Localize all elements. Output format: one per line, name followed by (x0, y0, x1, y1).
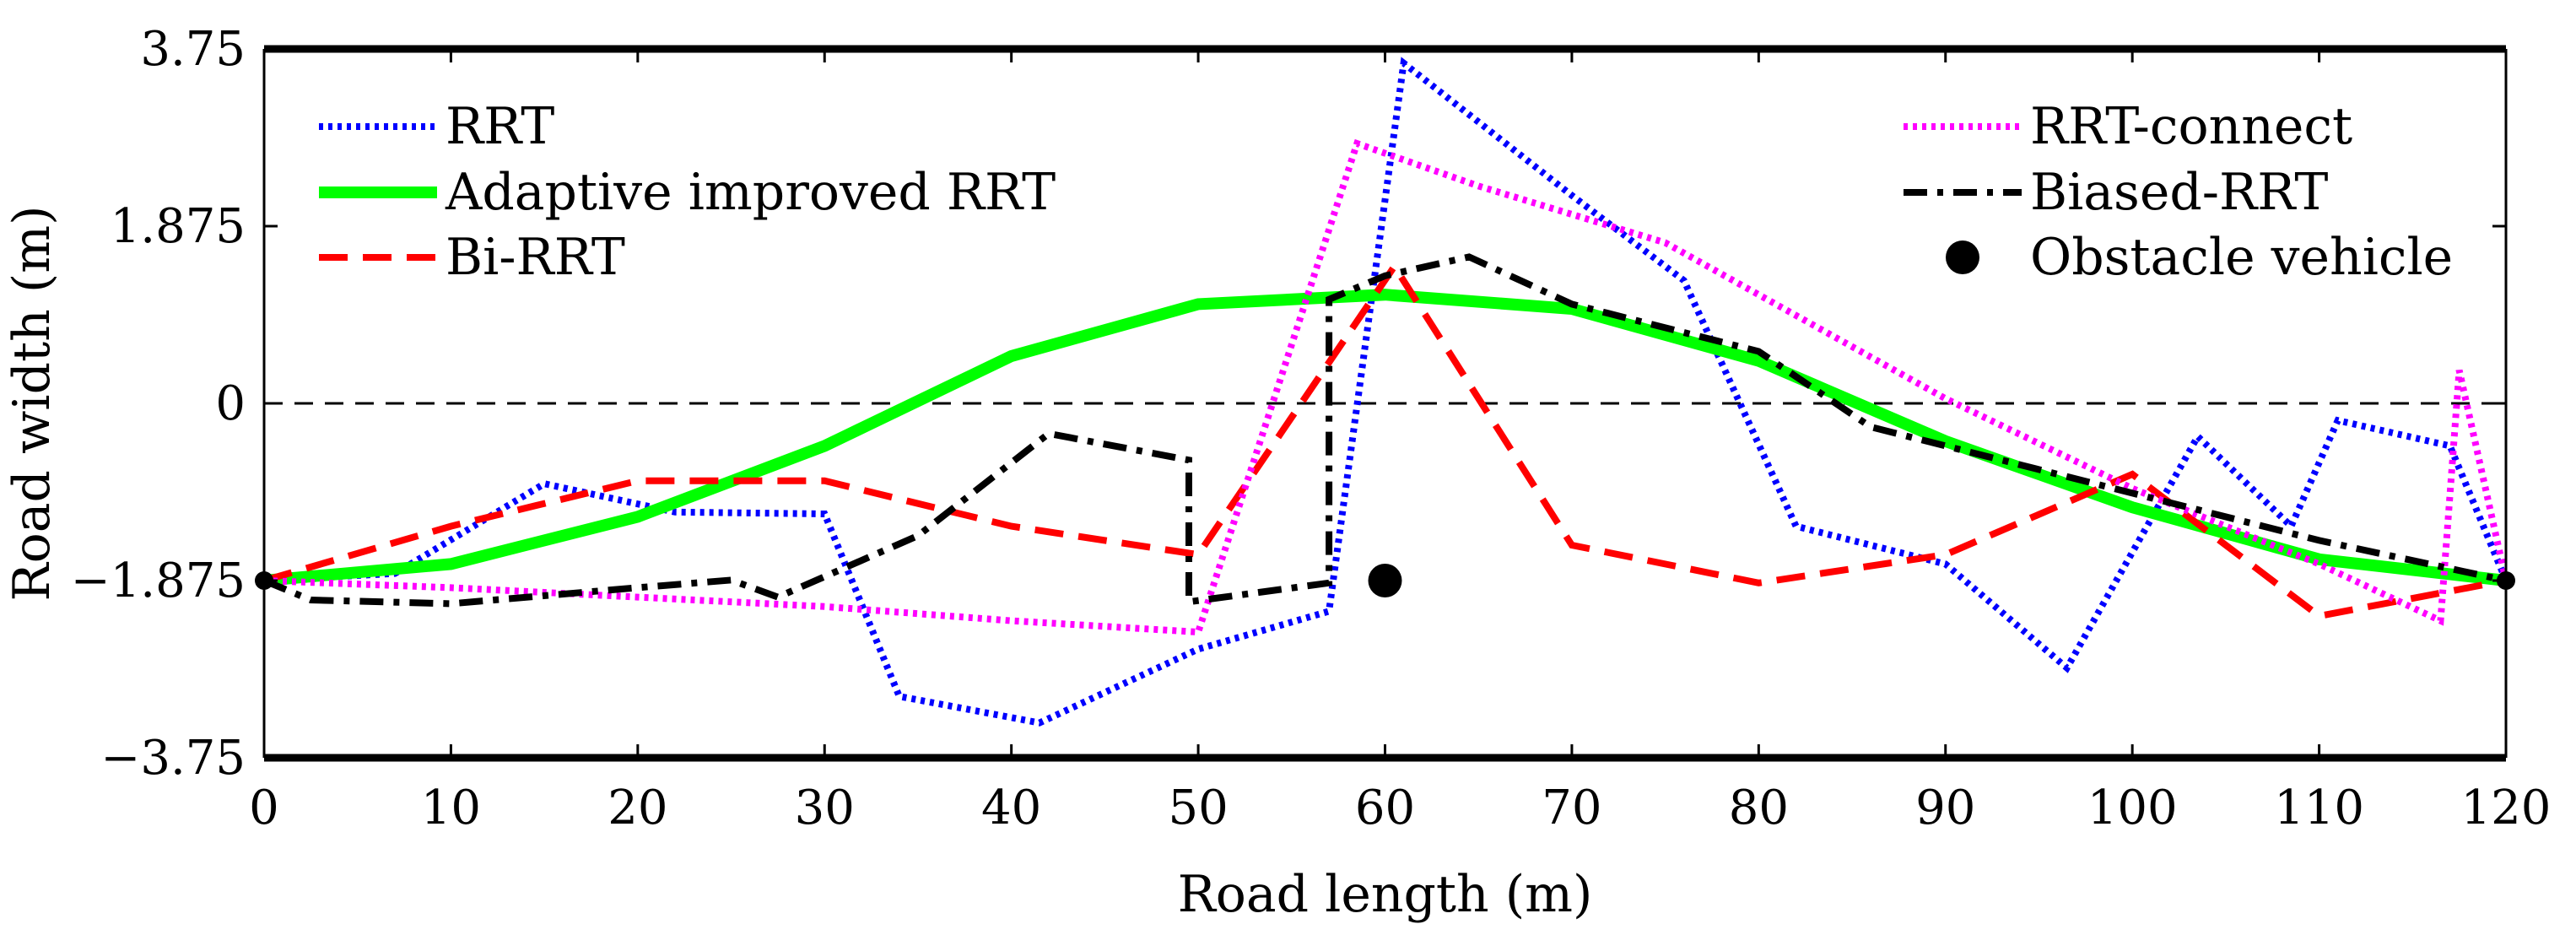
legend-entry-obstacle-vehicle: Obstacle vehicle (1946, 228, 2453, 287)
y-tick-label: 0 (215, 376, 246, 431)
legend-label: RRT-connect (2030, 97, 2352, 156)
x-tick-label: 30 (795, 781, 855, 835)
x-tick-label: 20 (608, 781, 667, 835)
series-line-bi-rrt (262, 260, 2507, 620)
x-tick-label: 10 (421, 781, 481, 835)
x-tick-label: 60 (1355, 781, 1415, 835)
x-tick-label: 70 (1542, 781, 1601, 835)
x-tick-label: 50 (1168, 781, 1228, 835)
x-tick-label: 100 (2087, 781, 2178, 835)
legend-entry-rrt: RRT (319, 97, 554, 156)
x-tick-label: 110 (2274, 781, 2364, 835)
legend-label: Bi-RRT (446, 228, 625, 287)
x-tick-label: 90 (1915, 781, 1975, 835)
obstacle-vehicle-marker (1368, 564, 1402, 597)
y-axis-title: Road width (m) (3, 205, 62, 601)
legend-entry-bi-rrt: Bi-RRT (319, 228, 625, 287)
legend-label: RRT (446, 97, 554, 156)
legend-label: Adaptive improved RRT (445, 163, 1056, 222)
legend-entry-biased-rrt: Biased-RRT (1904, 163, 2328, 222)
legend-entry-rrt-connect: RRT-connect (1904, 97, 2352, 156)
legend-label: Obstacle vehicle (2030, 228, 2453, 287)
legend-entry-adaptive-improved-rrt: Adaptive improved RRT (319, 163, 1056, 222)
x-tick-label: 120 (2461, 781, 2552, 835)
legend: RRT Adaptive improved RRT Bi-RRT RRT-connec… (319, 97, 2453, 287)
series-line-adaptive-improved-rrt (263, 289, 2507, 586)
y-tick-label: 3.75 (140, 22, 246, 77)
x-axis-title: Road length (m) (1178, 865, 1593, 924)
x-tick-label: 40 (981, 781, 1041, 835)
series-line-biased-rrt (262, 253, 2507, 608)
series-line-rrt-connect (263, 138, 2509, 636)
axes-layer: 0 10 20 30 40 50 60 70 80 90 100 110 120 −3.75 −1.875 0… (71, 22, 2552, 835)
y-tick-label: 1.875 (111, 199, 246, 254)
y-tick-label: −3.75 (100, 731, 246, 786)
x-tick-label: 80 (1729, 781, 1789, 835)
y-tick-label: −1.875 (71, 554, 246, 608)
legend-label: Biased-RRT (2030, 163, 2328, 222)
legend-obstacle-marker (1946, 241, 1979, 274)
x-tick-label: 0 (249, 781, 279, 835)
